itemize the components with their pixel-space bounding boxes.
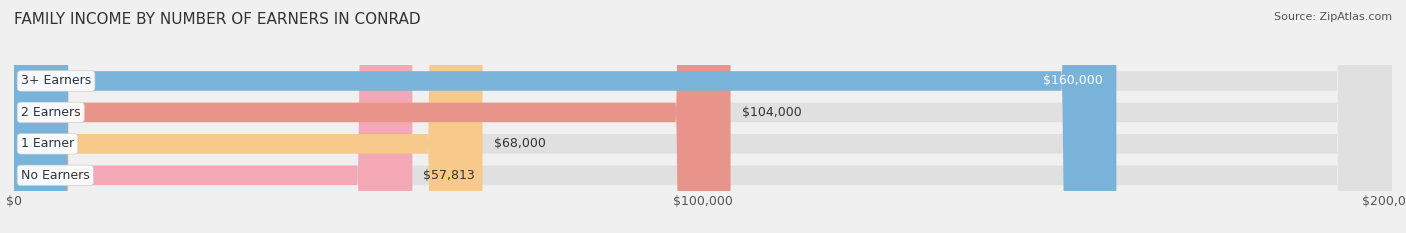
- Text: 3+ Earners: 3+ Earners: [21, 75, 91, 87]
- FancyBboxPatch shape: [14, 0, 1392, 233]
- Text: $104,000: $104,000: [741, 106, 801, 119]
- FancyBboxPatch shape: [14, 0, 482, 233]
- FancyBboxPatch shape: [14, 0, 1392, 233]
- FancyBboxPatch shape: [14, 0, 1392, 233]
- FancyBboxPatch shape: [14, 0, 1392, 233]
- FancyBboxPatch shape: [14, 0, 1116, 233]
- Text: 1 Earner: 1 Earner: [21, 137, 75, 150]
- Text: No Earners: No Earners: [21, 169, 90, 182]
- Text: $68,000: $68,000: [494, 137, 546, 150]
- Text: FAMILY INCOME BY NUMBER OF EARNERS IN CONRAD: FAMILY INCOME BY NUMBER OF EARNERS IN CO…: [14, 12, 420, 27]
- Text: $57,813: $57,813: [423, 169, 475, 182]
- Text: 2 Earners: 2 Earners: [21, 106, 80, 119]
- FancyBboxPatch shape: [14, 0, 412, 233]
- FancyBboxPatch shape: [14, 0, 731, 233]
- Text: $160,000: $160,000: [1043, 75, 1102, 87]
- Text: Source: ZipAtlas.com: Source: ZipAtlas.com: [1274, 12, 1392, 22]
